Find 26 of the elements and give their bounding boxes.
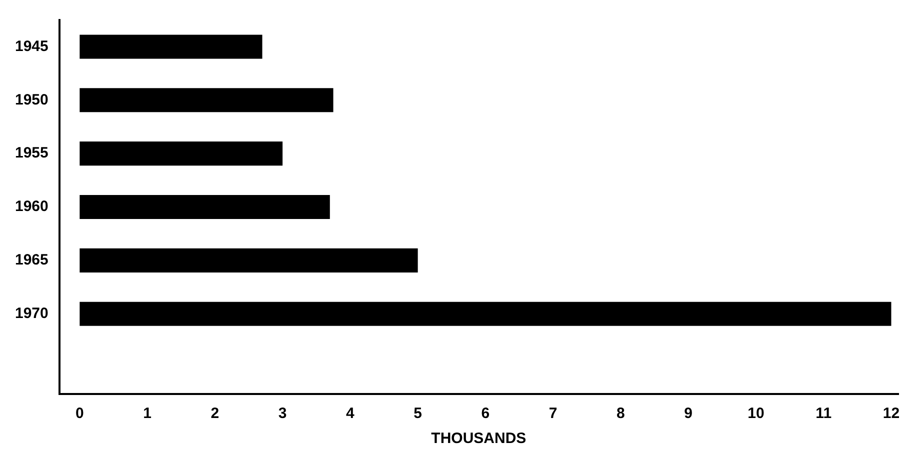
x-tick-label: 10 xyxy=(748,405,764,422)
bar xyxy=(80,194,330,220)
bar xyxy=(80,142,283,166)
bar xyxy=(80,34,262,59)
x-tick-label: 4 xyxy=(346,405,356,422)
x-tick-label: 0 xyxy=(75,405,84,422)
x-tick-label: 2 xyxy=(210,405,220,422)
y-tick-label: 1960 xyxy=(14,198,48,216)
y-tick-label: 1945 xyxy=(14,38,48,55)
x-axis-title: THOUSANDS xyxy=(431,430,526,448)
x-tick-label: 9 xyxy=(684,405,693,422)
x-tick-label: 3 xyxy=(278,405,287,422)
x-tick-label: 12 xyxy=(882,405,900,422)
y-tick-label: 1965 xyxy=(14,252,48,269)
bar xyxy=(80,88,334,112)
y-tick-label: 1955 xyxy=(14,144,48,162)
bar xyxy=(80,302,892,326)
x-tick-label: 8 xyxy=(616,405,625,422)
y-tick-label: 1970 xyxy=(14,305,48,322)
bar xyxy=(80,248,418,272)
x-tick-label: 1 xyxy=(143,405,152,422)
x-tick-label: 7 xyxy=(548,405,558,422)
y-tick-label: 1950 xyxy=(14,91,48,108)
x-tick-label: 5 xyxy=(414,405,422,422)
x-tick-label: 11 xyxy=(816,405,832,422)
x-tick-label: 6 xyxy=(481,405,490,422)
